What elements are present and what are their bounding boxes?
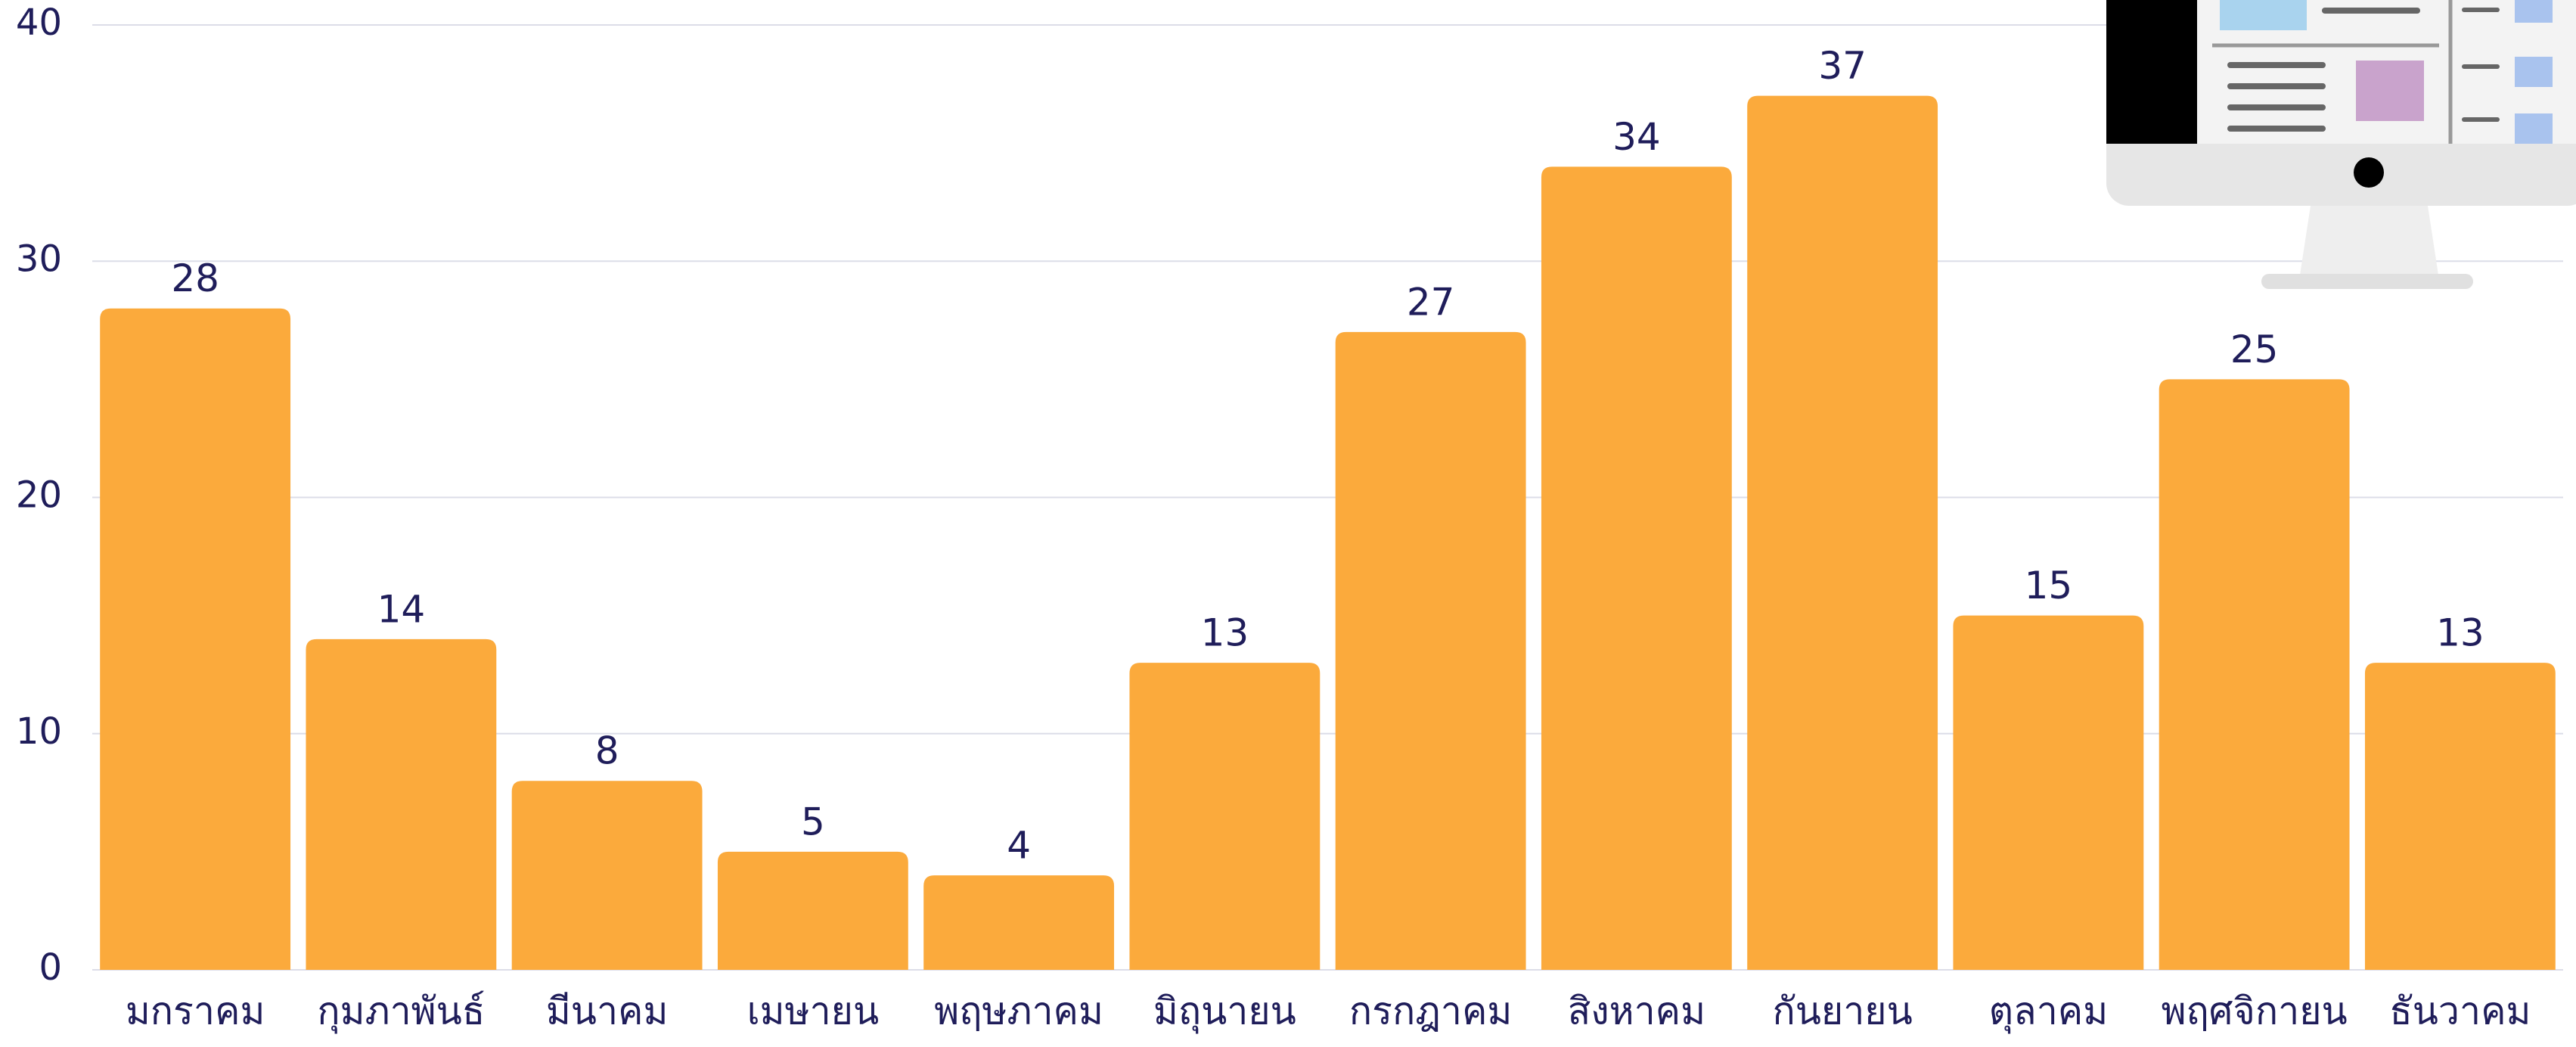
y-tick-label: 10: [16, 710, 62, 753]
data-label: 4: [1007, 824, 1031, 868]
y-tick-label: 30: [16, 238, 62, 280]
x-tick-label: ตุลาคม: [1989, 990, 2109, 1034]
y-tick-label: 40: [16, 2, 62, 44]
bar: [306, 638, 497, 970]
data-label: 37: [1818, 44, 1867, 88]
monitor-illustration: [2106, 0, 2576, 289]
x-tick-label: สิงหาคม: [1568, 990, 1705, 1033]
data-label: 15: [2025, 564, 2073, 607]
y-tick-label: 0: [39, 946, 62, 989]
bar: [100, 308, 291, 970]
x-tick-label: พฤศจิกายน: [2162, 990, 2348, 1033]
bar: [717, 851, 908, 970]
data-label: 28: [171, 256, 219, 300]
data-label: 14: [377, 587, 426, 631]
x-tick-label: มีนาคม: [546, 990, 669, 1033]
data-label: 25: [2230, 328, 2279, 371]
data-label: 13: [1201, 611, 1249, 655]
bar: [2364, 663, 2556, 970]
x-tick-label: กุมภาพันธ์: [317, 990, 485, 1034]
data-label: 5: [801, 800, 825, 844]
bar: [1953, 615, 2144, 970]
data-label: 8: [595, 729, 619, 773]
x-tick-label: ธันวาคม: [2389, 990, 2531, 1033]
bar: [1129, 663, 1321, 970]
bar: [1747, 95, 1938, 970]
bar: [1541, 166, 1732, 971]
x-tick-label: กรกฎาคม: [1349, 990, 1512, 1033]
plot-area: 0 10 20 30 40 มกราคม 28 กุมภาพันธ์ 14 มีนาคม 8 เมษา…: [16, 2, 2563, 1034]
x-tick-label: พฤษภาคม: [934, 990, 1103, 1033]
data-label: 34: [1612, 115, 1661, 159]
y-tick-label: 20: [16, 474, 62, 517]
data-label: 13: [2436, 611, 2484, 655]
x-tick-label: มกราคม: [126, 990, 265, 1033]
bar: [2159, 379, 2350, 970]
x-tick-label: เมษายน: [747, 990, 880, 1033]
x-tick-label: มิถุนายน: [1153, 990, 1296, 1034]
bar: [511, 781, 703, 970]
x-tick-label: กันยายน: [1772, 990, 1912, 1033]
bar: [1335, 331, 1526, 970]
data-label: 27: [1407, 280, 1455, 324]
bar: [923, 875, 1115, 970]
